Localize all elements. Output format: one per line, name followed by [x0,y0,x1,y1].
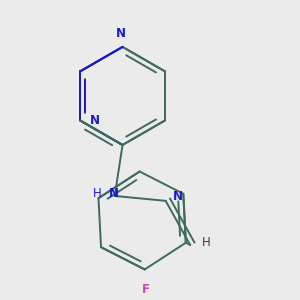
Text: N: N [172,190,183,203]
Text: N: N [116,27,126,40]
Text: H: H [93,188,102,200]
Text: F: F [142,283,150,296]
Text: H: H [202,236,211,248]
Text: N: N [109,188,119,200]
Text: N: N [90,114,100,127]
